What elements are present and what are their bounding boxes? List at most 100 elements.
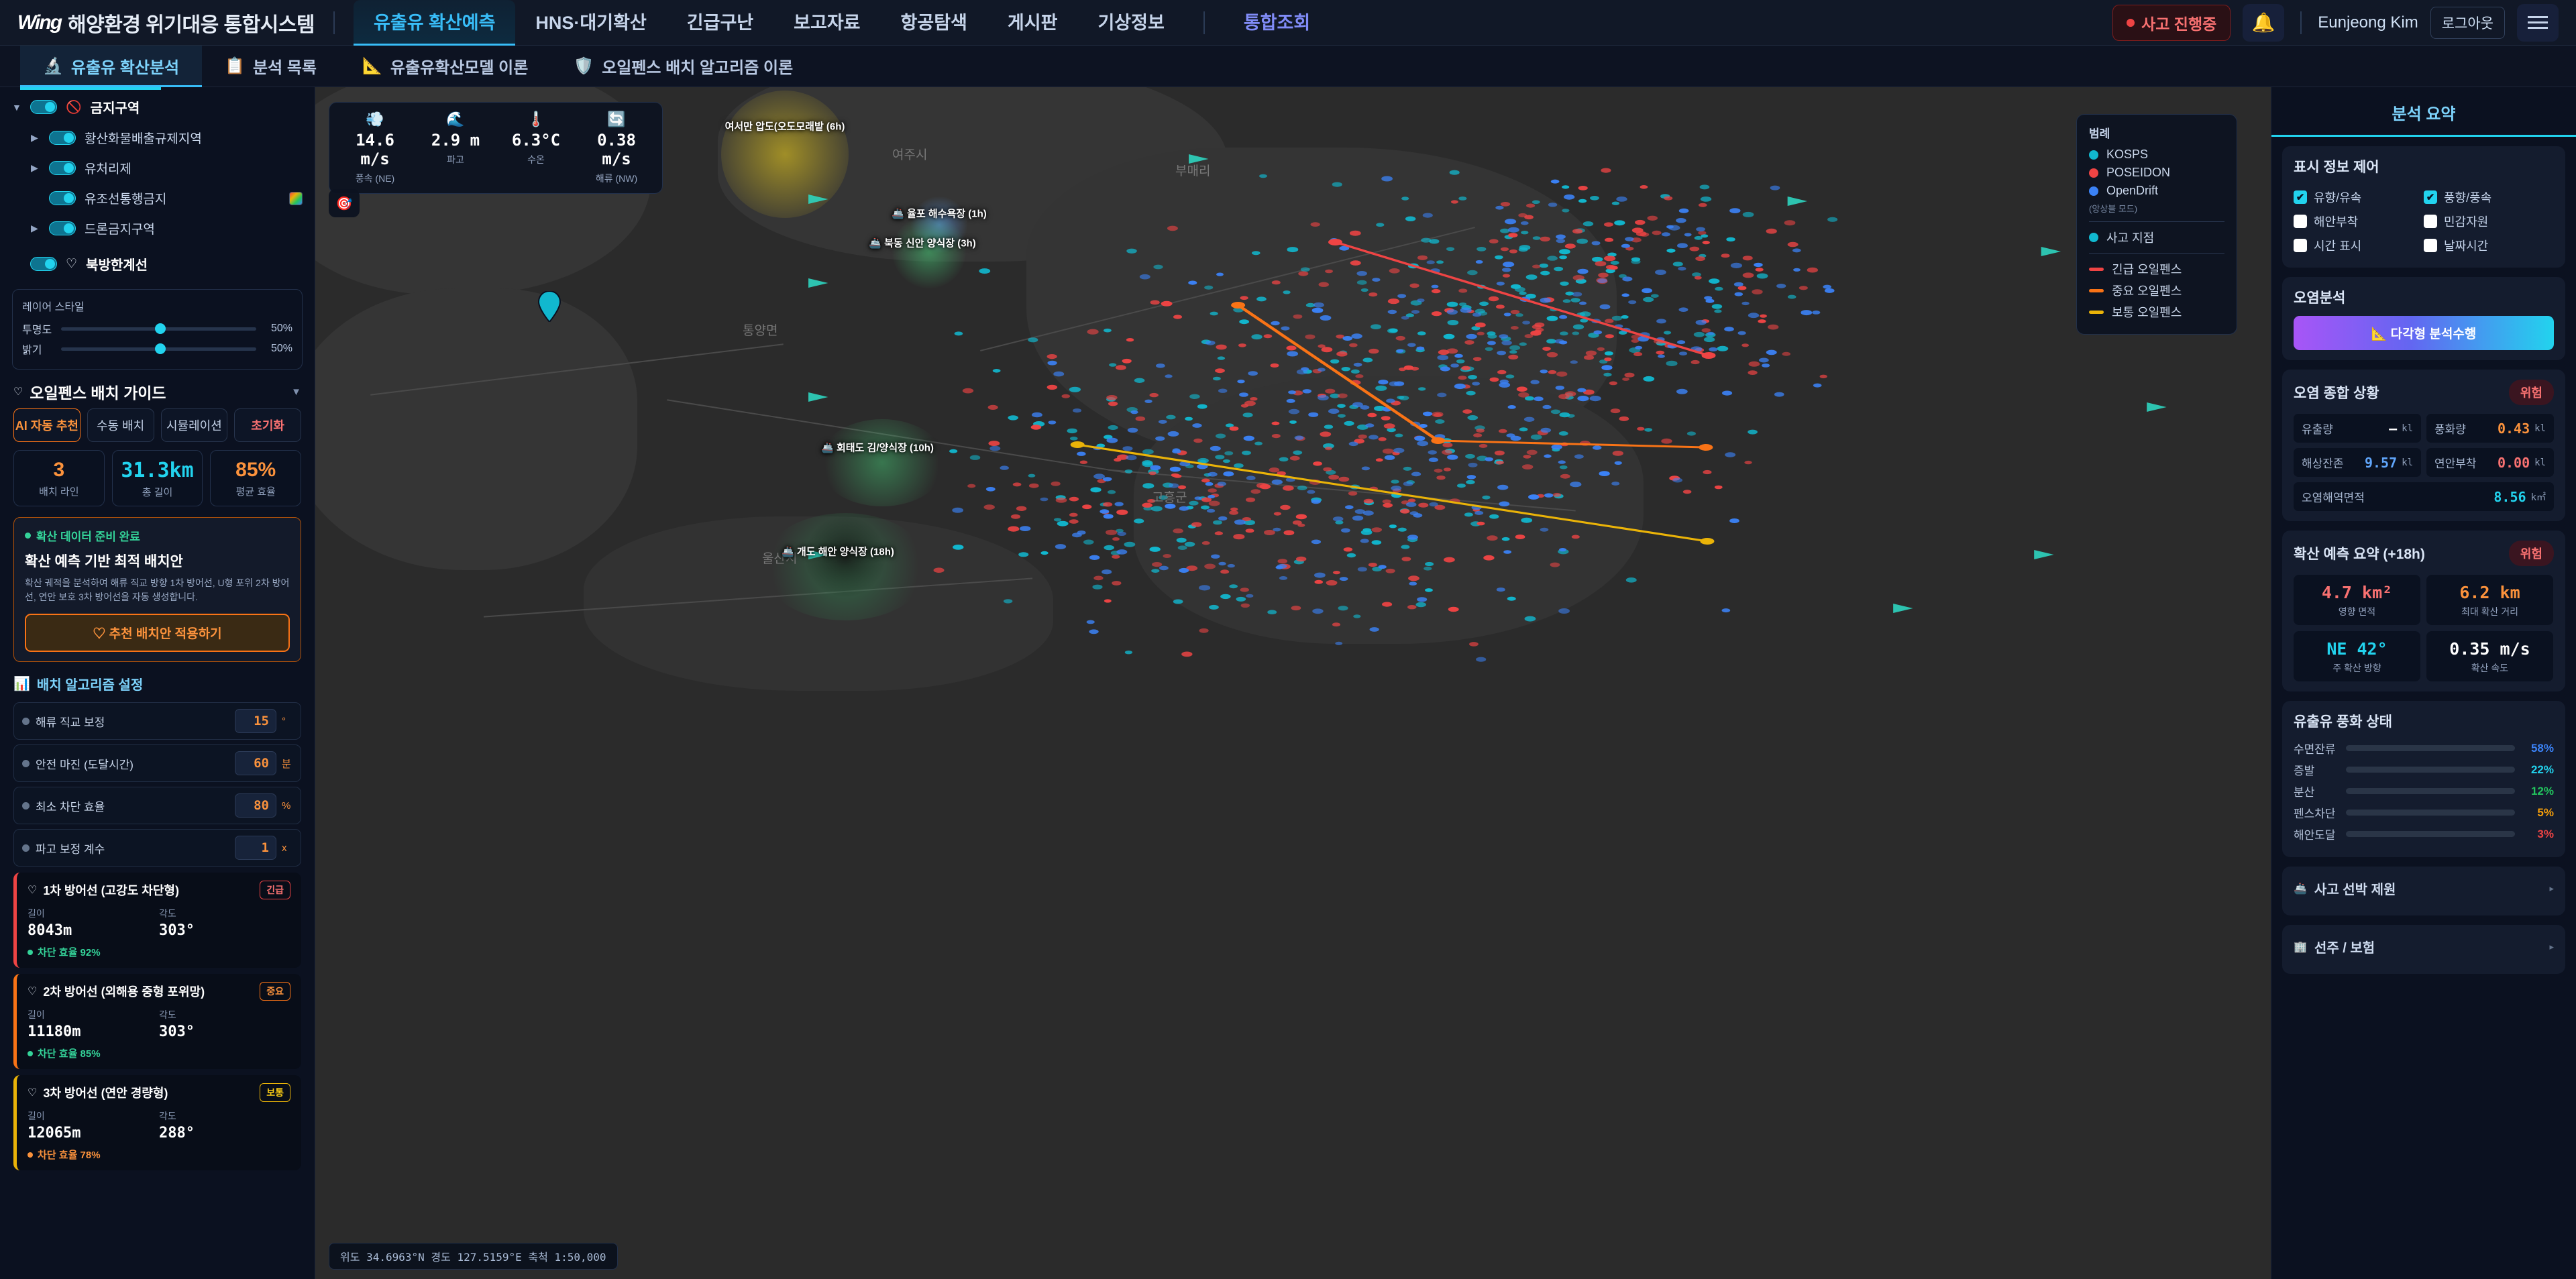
collapsible-vessel-specs[interactable]: 🚢 사고 선박 제원 ▸ [2282,867,2565,915]
layer-style-card: 레이어 스타일 투명도 50% 밝기 50% [12,289,303,370]
target-icon[interactable]: 🎯 [329,189,360,217]
slider-knob[interactable] [154,323,166,334]
tab-integrated-search[interactable]: 통합조회 [1243,12,1311,33]
checkbox-datetime[interactable]: 날짜시간 [2424,237,2554,254]
polygon-analysis-button[interactable]: 📐 다각형 분석수행 [2294,316,2554,350]
mode-ai-auto-button[interactable]: AI 자동 추천 [13,408,80,442]
algorithm-row-safety-margin: 안전 마진 (도달시간) 60 분 [13,744,301,782]
checkbox-icon[interactable] [2294,190,2307,204]
checkbox-icon[interactable] [2424,239,2437,252]
layer-item-tanker-ban[interactable]: 유조선통행금지 [0,183,315,213]
tab-weather-info[interactable]: 기상정보 [1097,12,1165,33]
chevron-right-icon[interactable] [31,223,40,234]
layer-toggle[interactable] [49,131,76,145]
mode-reset-button[interactable]: 초기화 [234,408,301,442]
mode-manual-button[interactable]: 수동 배치 [87,408,154,442]
layer-item-prohibited-area[interactable]: 🚫 금지구역 [0,91,315,123]
hamburger-menu-icon[interactable] [2517,3,2559,42]
layer-item-drone-ban[interactable]: 드론금지구역 [0,213,315,243]
kv-value: 0.00 [2497,454,2530,471]
checkbox-icon[interactable] [2424,190,2437,204]
layer-item-sox-zone[interactable]: 황산화물배출규제지역 [0,123,315,153]
subtab-analysis-list[interactable]: 📋 분석 목록 [202,46,339,87]
fence-stats: 3 배치 라인 31.3km 총 길이 85% 평균 효율 [0,442,315,506]
chevron-down-icon[interactable] [12,102,21,113]
data-ready-status: 확산 데이터 준비 완료 [25,527,290,544]
collapsible-owner-insurance[interactable]: 🏢 선주 / 보험 ▸ [2282,925,2565,974]
checkbox-show-time[interactable]: 시간 표시 [2294,237,2424,254]
layer-toggle[interactable] [49,221,76,235]
bell-icon[interactable]: 🔔 [2243,3,2285,42]
subtab-model-theory[interactable]: 📐 유출유확산모델 이론 [339,46,551,87]
chevron-right-icon[interactable] [31,132,40,144]
kv-unit: kl [2534,457,2546,468]
status-badge[interactable]: 사고 진행중 [2112,4,2231,41]
mode-simulation-button[interactable]: 시뮬레이션 [160,408,228,442]
slider-knob[interactable] [154,343,166,354]
algorithm-input[interactable]: 80 [235,793,276,818]
kv-spill-volume: 유출량 — kl [2294,414,2421,443]
chevron-down-icon[interactable]: ▼ [291,386,301,398]
tab-oil-spill-prediction[interactable]: 유출유 확산예측 [354,0,516,46]
checkbox-icon[interactable] [2294,239,2307,252]
tab-report-data[interactable]: 보고자료 [794,12,861,33]
opacity-slider[interactable] [61,323,256,334]
checkbox-wind-direction[interactable]: 풍향/풍속 [2424,188,2554,206]
layer-toggle[interactable] [30,257,57,271]
fence-line-card-1[interactable]: ♡ 1차 방어선 (고강도 차단형) 긴급 길이 8043m 각도 303° 차… [13,873,301,968]
legend-dot-icon [2089,168,2098,178]
layer-toggle[interactable] [30,100,57,114]
chevron-right-icon[interactable]: ▸ [2549,941,2554,952]
map-city-label: 여주시 [892,148,928,162]
logout-button[interactable]: 로그아웃 [2430,6,2505,39]
wave-icon: 🌊 [446,111,465,127]
legend-line-icon [2089,288,2104,292]
color-swatch-icon[interactable] [289,191,303,205]
layer-item-dispersant[interactable]: 유처리제 [0,153,315,183]
brightness-slider[interactable] [61,343,256,354]
tab-bulletin-board[interactable]: 게시판 [1007,12,1058,33]
tab-emergency-rescue[interactable]: 긴급구난 [686,12,754,33]
angle-label: 각도 [159,908,176,919]
fence-line-card-2[interactable]: ♡ 2차 방어선 (외해용 중형 포위망) 중요 길이 11180m 각도 30… [13,974,301,1069]
algorithm-input[interactable]: 60 [235,751,276,775]
priority-badge: 긴급 [260,881,290,899]
layer-toggle[interactable] [49,161,76,175]
algorithm-input[interactable]: 15 [235,709,276,733]
incident-point-marker[interactable] [537,290,561,323]
kv-unit: k㎡ [2530,492,2546,503]
subtab-fence-algorithm-theory[interactable]: 🛡️ 오일펜스 배치 알고리즘 이론 [551,46,816,87]
kv-polluted-area: 오염해역면적 8.56 k㎡ [2294,482,2554,511]
layer-item-nll[interactable]: ♡ 북방한계선 [0,243,315,280]
tab-hns-atmospheric[interactable]: HNS·대기확산 [535,12,647,33]
length-label: 길이 [28,1009,45,1020]
fence-line-card-3[interactable]: ♡ 3차 방어선 (연안 경량형) 보통 길이 12065m 각도 288° 차… [13,1075,301,1170]
efficiency-text: 차단 효율 78% [28,1148,290,1162]
metric-value: 6.3°C [511,131,561,150]
tab-aerial-search[interactable]: 항공탐색 [900,12,967,33]
kv-unit: kl [2534,423,2546,434]
stat-value: 85% [235,459,276,481]
divider [2089,253,2224,254]
algorithm-input[interactable]: 1 [235,836,276,860]
map-canvas[interactable]: 💨 14.6 m/s 풍속 (NE) 🌊 2.9 m 파고 🌡️ 6.3°C 수… [315,87,2271,1279]
fence-guide-header[interactable]: ♡ 오일펜스 배치 가이드 ▼ [0,370,315,408]
metric-label: 파고 [447,154,464,165]
layer-label: 황산화물배출규제지역 [85,132,202,146]
chevron-right-icon[interactable] [31,162,40,174]
apply-recommendation-button[interactable]: ♡ 추천 배치안 적용하기 [25,614,290,652]
chevron-right-icon[interactable]: ▸ [2549,883,2554,893]
legend-label: POSEIDON [2106,166,2171,179]
checkbox-sensitive-resources[interactable]: 민감자원 [2424,213,2554,230]
checkbox-icon[interactable] [2424,215,2437,228]
layer-toggle[interactable] [49,191,76,205]
legend-dot-icon [2089,233,2098,242]
quad-label: 최대 확산 거리 [2461,606,2519,617]
subtab-spill-analysis[interactable]: 🔬 유출유 확산분석 [20,45,203,87]
checkbox-icon[interactable] [2294,215,2307,228]
checkbox-current-direction[interactable]: 유향/유속 [2294,188,2424,206]
map-container[interactable]: 💨 14.6 m/s 풍속 (NE) 🌊 2.9 m 파고 🌡️ 6.3°C 수… [315,87,2271,1279]
stat-avg-efficiency: 85% 평균 효율 [210,450,302,506]
checkbox-shore-adhesion[interactable]: 해안부착 [2294,213,2424,230]
divider [2300,11,2302,34]
